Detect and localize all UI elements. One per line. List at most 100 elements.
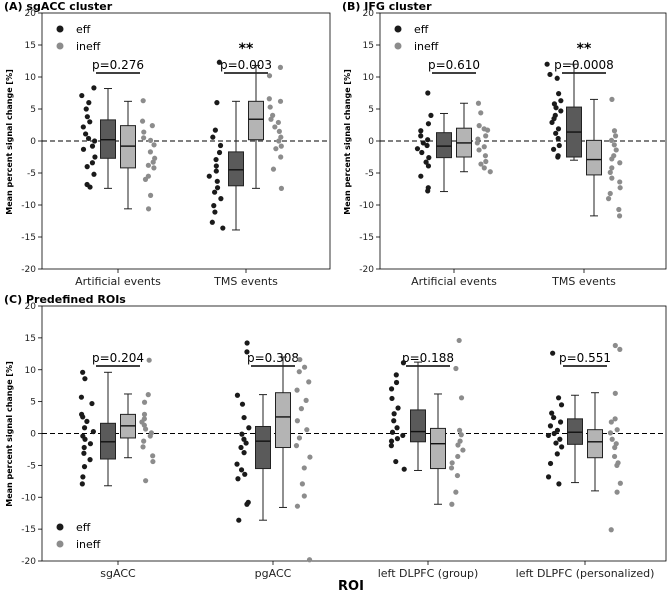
eff-point: [235, 476, 241, 482]
ineff-point: [611, 142, 617, 148]
ineff-point: [612, 416, 618, 422]
eff-point: [80, 474, 86, 480]
eff-point: [217, 142, 224, 149]
category-label: left DLPFC (personalized): [516, 567, 655, 580]
eff-point: [81, 444, 87, 451]
eff-point: [81, 450, 87, 456]
ineff-point: [608, 419, 614, 425]
eff-point: [419, 149, 425, 156]
ineff-point: [141, 135, 147, 141]
panel-a-title: (A) sgACC cluster: [4, 0, 113, 13]
eff-point: [418, 133, 424, 139]
eff-point: [79, 92, 85, 99]
ineff-point: [609, 156, 615, 162]
eff-point: [213, 168, 219, 174]
ineff-box: [248, 100, 264, 141]
legend-ineff-label: ineff: [76, 40, 101, 53]
ineff-point: [266, 96, 272, 102]
ineff-point: [478, 110, 484, 116]
y-tick-label: 20: [25, 302, 37, 312]
eff-point: [81, 464, 88, 470]
eff-point: [418, 128, 424, 134]
y-tick-label: 5: [30, 105, 36, 115]
eff-point: [236, 517, 242, 523]
ineff-point: [617, 160, 623, 166]
ineff-point: [609, 96, 615, 102]
ineff-point: [272, 124, 278, 130]
significance-stars: **: [239, 41, 254, 57]
eff-point: [241, 450, 247, 456]
category-label: pgACC: [255, 567, 292, 580]
y-tick-label: 0: [30, 430, 36, 440]
eff-point: [89, 160, 96, 166]
ineff-point: [301, 493, 307, 499]
ineff-point: [270, 166, 277, 172]
eff-point: [243, 440, 249, 446]
y-tick-label: -5: [27, 169, 36, 179]
panel-a-legend: eff ineff: [56, 23, 101, 53]
ineff-point: [483, 133, 489, 139]
category-label: Artificial events: [411, 275, 497, 288]
ineff-point: [456, 427, 463, 433]
ineff-point: [306, 379, 312, 385]
eff-point: [553, 440, 559, 446]
eff-point: [87, 441, 94, 447]
ineff-point: [612, 390, 618, 396]
y-tick-label: -10: [359, 201, 374, 211]
ineff-point: [145, 392, 151, 398]
ineff-point: [275, 119, 281, 126]
pvalue-label: p=0.204: [92, 351, 144, 365]
group-tms-events: p=0.0008 ** TMS events: [544, 41, 623, 288]
eff-point: [553, 130, 559, 136]
eff-point: [388, 438, 395, 444]
panel-b-ylabel: Mean percent signal change [%]: [343, 69, 352, 214]
ineff-point: [613, 147, 619, 153]
ineff-point: [616, 213, 623, 219]
eff-point: [85, 135, 92, 142]
ineff-point: [611, 128, 618, 134]
panel-b-legend: eff ineff: [394, 23, 439, 53]
eff-point: [216, 149, 223, 156]
y-tick-label: -15: [21, 233, 36, 243]
ineff-point: [609, 165, 615, 171]
ineff-point: [150, 453, 156, 459]
eff-point: [212, 189, 218, 195]
ineff-point: [454, 472, 461, 479]
y-tick-label: -10: [21, 493, 36, 503]
eff-point: [86, 100, 92, 106]
ineff-point: [140, 98, 146, 104]
eff-point: [209, 219, 215, 225]
eff-point: [84, 418, 90, 424]
ineff-point: [607, 430, 614, 436]
panel-b: (B) IFG cluster Mean percent signal chan…: [342, 0, 667, 288]
ineff-point: [608, 137, 615, 143]
eff-point: [214, 178, 220, 184]
ineff-point: [151, 165, 157, 171]
ineff-point: [458, 432, 464, 438]
eff-point: [395, 405, 401, 411]
ineff-point: [455, 453, 461, 460]
y-tick-label: -20: [21, 265, 36, 275]
eff-point: [425, 188, 431, 194]
ineff-point: [151, 142, 157, 148]
category-label: TMS events: [213, 275, 278, 288]
eff-point: [391, 418, 397, 424]
eff-point: [555, 154, 561, 160]
ineff-point: [293, 443, 300, 449]
eff-point: [90, 428, 96, 435]
eff-point: [554, 427, 561, 433]
eff-point: [547, 71, 553, 78]
eff-point: [244, 340, 250, 346]
ineff-point: [474, 140, 480, 146]
eff-point: [549, 119, 555, 126]
eff-point: [82, 436, 88, 442]
ineff-point: [141, 438, 147, 444]
ineff-point: [612, 133, 619, 139]
panel-c: (C) Predefined ROIs Mean percent signal …: [4, 293, 667, 593]
eff-point: [83, 106, 89, 112]
ineff-point: [147, 149, 154, 155]
eff-point: [393, 458, 399, 465]
eff-point: [400, 432, 406, 439]
ineff-point: [475, 136, 481, 142]
eff-point: [92, 154, 98, 160]
